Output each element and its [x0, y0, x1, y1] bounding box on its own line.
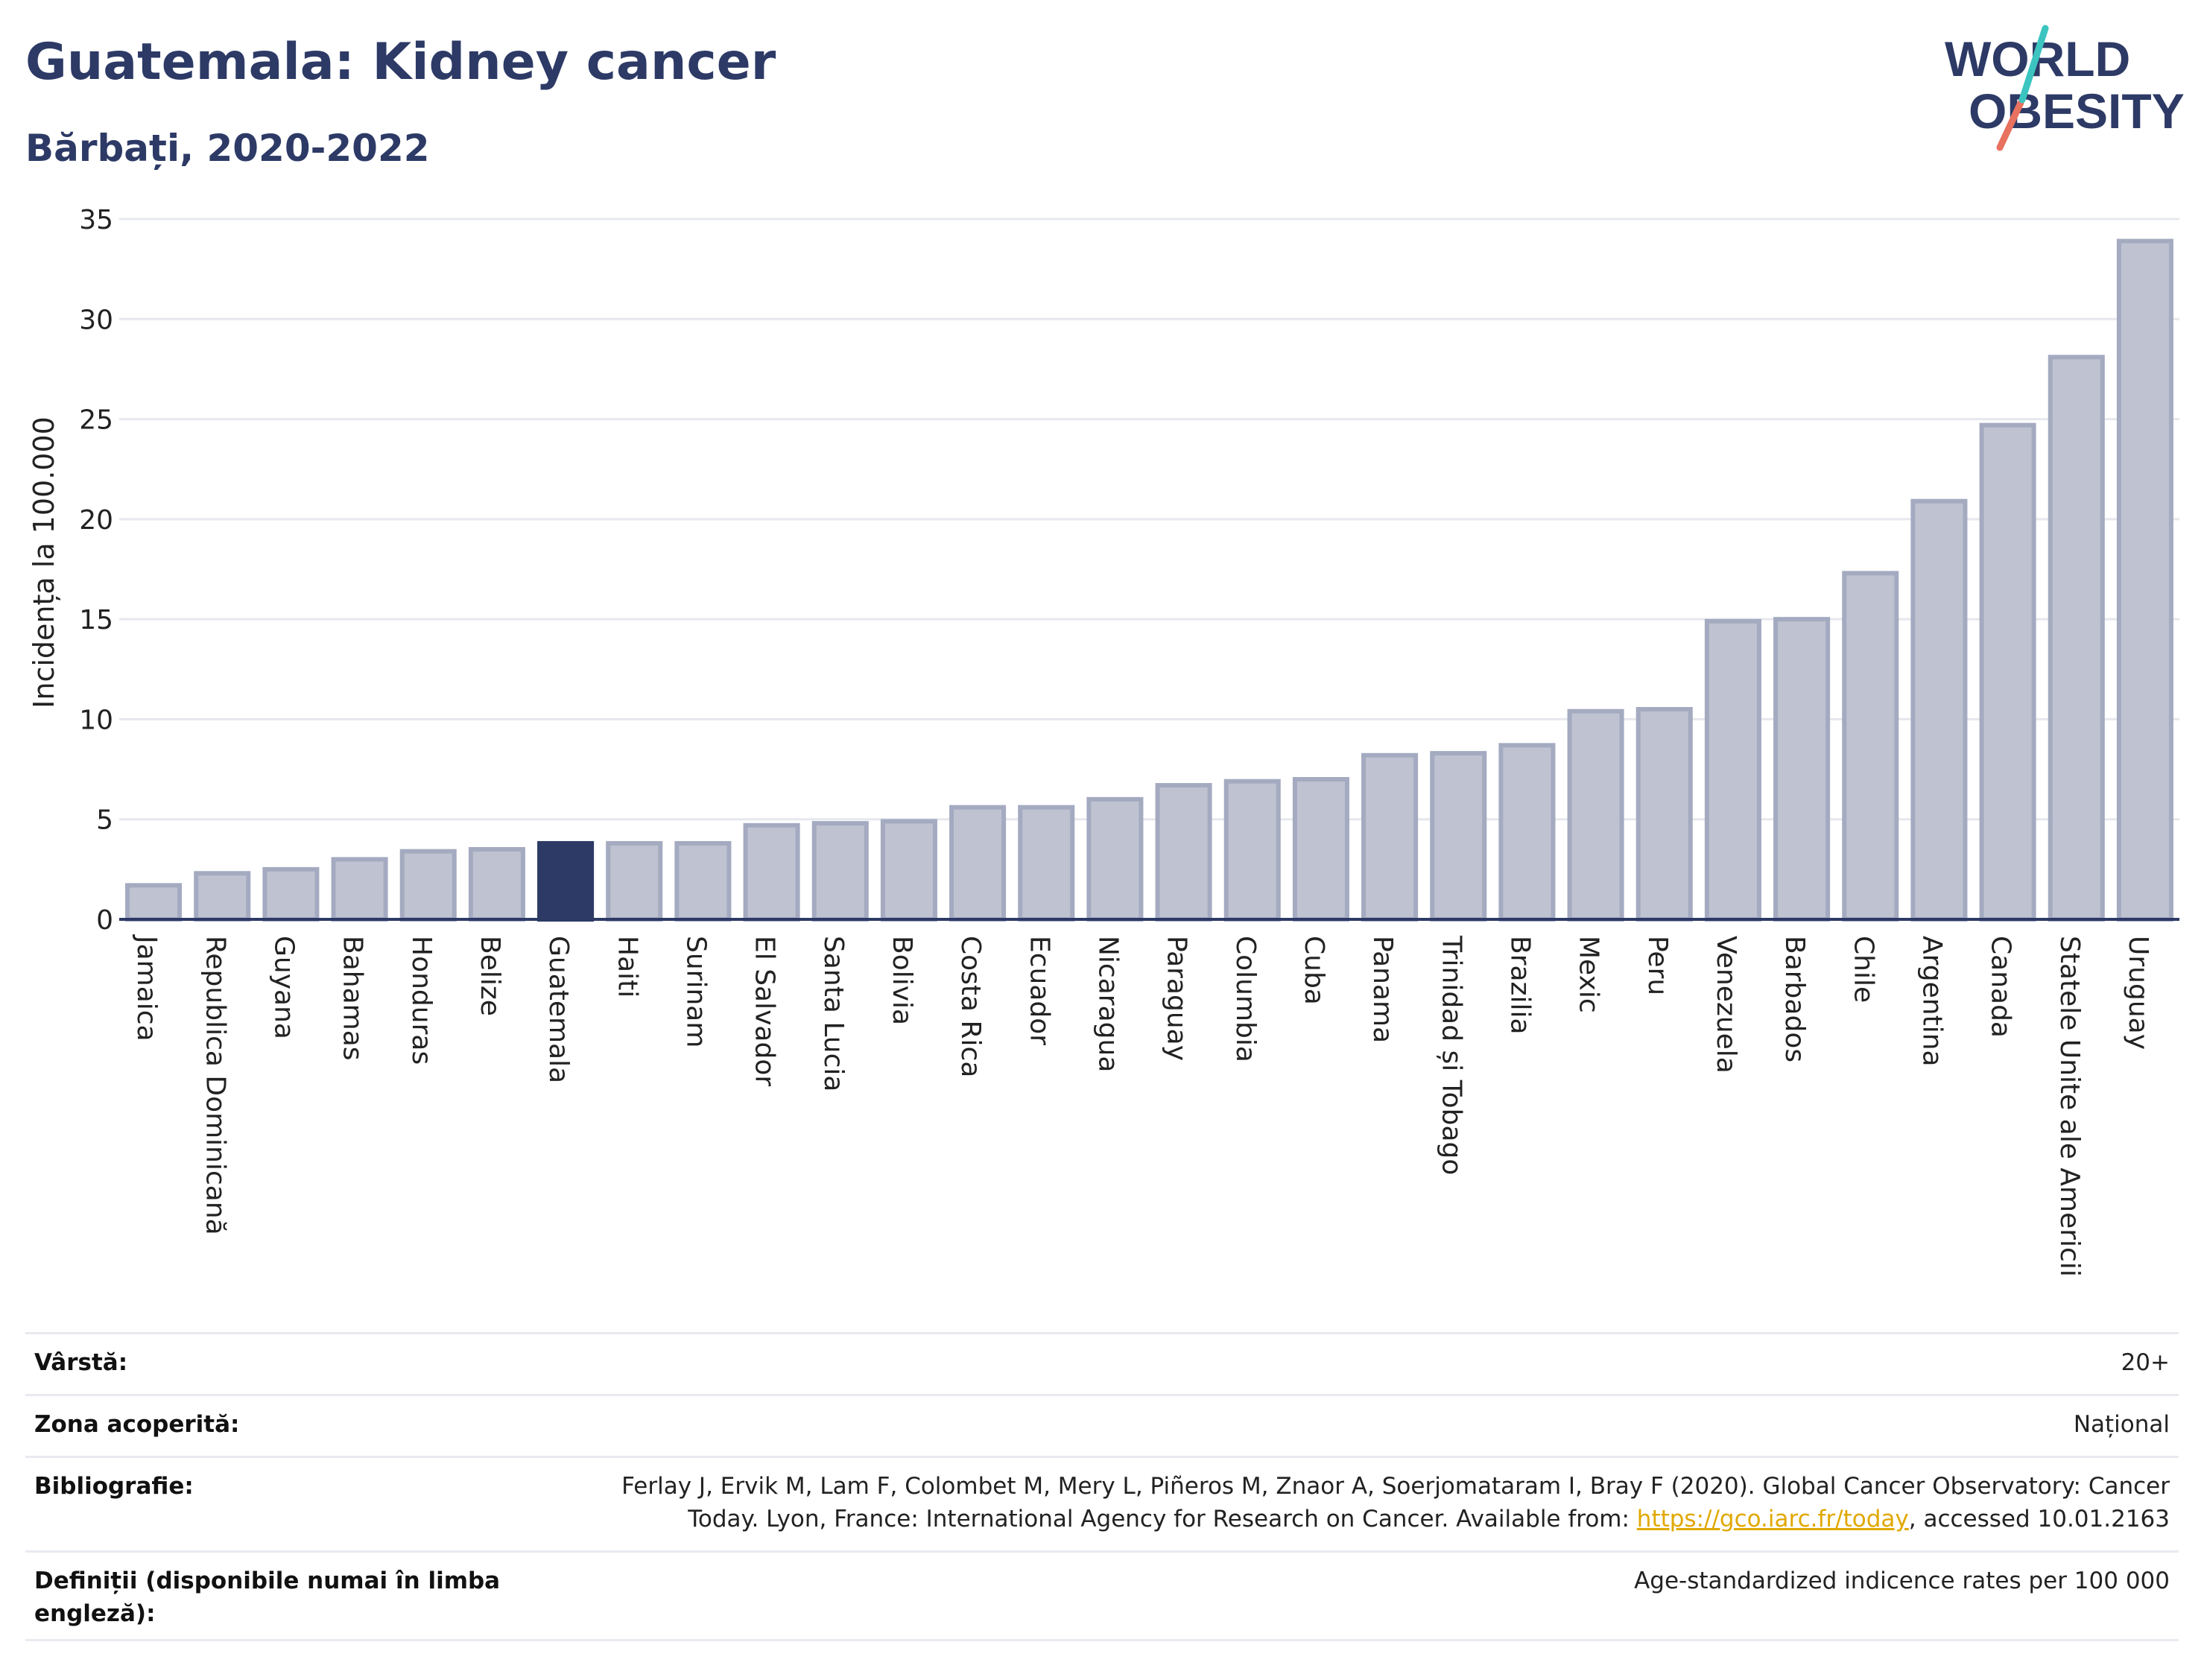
- logo-slash-red: [1996, 99, 2024, 151]
- info-value-coverage: Național: [2073, 1411, 2170, 1438]
- info-row-coverage: Zona acoperită: Național: [25, 1394, 2179, 1456]
- logo-line2: OBESITY: [1969, 83, 2185, 139]
- bar-surinam: [674, 840, 732, 922]
- y-tick-label: 30: [79, 305, 113, 335]
- x-tick-label: Haiti: [612, 936, 642, 998]
- info-value-age: 20+: [2121, 1349, 2170, 1376]
- bar-haiti: [606, 840, 663, 922]
- page-subtitle: Bărbați, 2020-2022: [25, 127, 430, 170]
- info-label-coverage: Zona acoperită:: [34, 1411, 240, 1438]
- info-table: Vârstă: 20+ Zona acoperită: Național Bib…: [25, 1332, 2179, 1645]
- x-tick-label: Guyana: [268, 936, 299, 1039]
- bibliography-line2-post: , accessed 10.01.2163: [1908, 1506, 2170, 1532]
- bar-mexic: [1567, 709, 1624, 922]
- x-tick-label: El Salvador: [750, 936, 780, 1086]
- bar-bolivia: [880, 819, 937, 922]
- y-axis-label: Incidența la 100.000: [28, 416, 60, 709]
- x-tick-label: Canada: [1986, 936, 2016, 1038]
- bibliography-line2: Today. Lyon, France: International Agenc…: [605, 1503, 2170, 1535]
- bar-trinidad-i-tobago: [1430, 751, 1487, 922]
- x-tick-label: Statele Unite ale Americii: [2054, 936, 2085, 1277]
- y-tick-label: 35: [79, 205, 113, 235]
- x-tick-label: Surinam: [680, 936, 711, 1047]
- x-tick-label: Barbados: [1779, 936, 1810, 1062]
- bar-panama: [1361, 752, 1419, 922]
- y-tick-label: 25: [79, 405, 113, 436]
- info-row-definitions: Definiții (disponibile numai în limba en…: [25, 1550, 2179, 1645]
- x-tick-label: Bolivia: [887, 936, 917, 1025]
- bar-republica-dominican-: [194, 871, 251, 922]
- x-tick-label: Ecuador: [1024, 936, 1054, 1045]
- info-row-age: Vârstă: 20+: [25, 1332, 2179, 1394]
- x-tick-label: Columbia: [1230, 936, 1261, 1062]
- bar-barbados: [1773, 617, 1831, 922]
- x-tick-label: Uruguay: [2123, 936, 2153, 1050]
- y-tick-label: 5: [96, 805, 113, 836]
- bar-venezuela: [1704, 618, 1761, 922]
- y-tick-label: 15: [79, 605, 113, 635]
- logo-slash-teal: [2018, 25, 2049, 104]
- bar-belize: [468, 847, 525, 922]
- x-tick-label: Honduras: [406, 936, 437, 1065]
- info-table-bottom-border: [25, 1639, 2179, 1641]
- x-tick-label: Guatemala: [543, 936, 574, 1083]
- bar-chart: 0 5 10 15 20 25 30 35 Jamaica Republica Dominica…: [28, 205, 2179, 1277]
- definitions-label-line2: engleză):: [34, 1600, 156, 1627]
- bar-el-salvador: [743, 822, 800, 922]
- x-tick-label: Trinidad și Tobago: [1436, 935, 1466, 1175]
- info-label-definitions: Definiții (disponibile numai în limba en…: [34, 1565, 511, 1630]
- info-label-bibliography: Bibliografie:: [34, 1473, 194, 1500]
- y-tick-label: 20: [79, 505, 113, 536]
- x-tick-label: Republica Dominicană: [200, 936, 230, 1235]
- bar-statele-unite-ale-americii: [2048, 355, 2105, 922]
- x-tick-label: Brazilia: [1504, 936, 1535, 1035]
- x-tick-label: Peru: [1642, 936, 1673, 995]
- x-tick-label: Argentina: [1916, 936, 1947, 1067]
- x-tick-label: Mexic: [1574, 936, 1604, 1013]
- y-tick-label: 10: [79, 705, 113, 735]
- bar-santa-lucia: [811, 821, 869, 922]
- bar-bahamas: [331, 857, 388, 922]
- info-value-definitions: Age-standardized indicence rates per 100…: [1634, 1568, 2170, 1594]
- bibliography-line2-pre: Today. Lyon, France: International Agenc…: [688, 1506, 1637, 1532]
- bar-nicaragua: [1086, 796, 1144, 922]
- bar-ecuador: [1018, 805, 1075, 922]
- x-tick-label: Belize: [475, 936, 505, 1016]
- bar-chile: [1842, 571, 1899, 922]
- x-tick-label: Chile: [1848, 936, 1878, 1003]
- x-tick-label: Nicaragua: [1092, 936, 1123, 1072]
- x-tick-label: Costa Rica: [955, 936, 986, 1077]
- x-tick-label: Santa Lucia: [818, 936, 849, 1091]
- x-tick-label: Panama: [1367, 936, 1398, 1043]
- y-tick-label: 0: [96, 905, 113, 936]
- definitions-label-line1: Definiții (disponibile numai în limba: [34, 1568, 501, 1594]
- x-tick-label: Paraguay: [1162, 936, 1192, 1061]
- bar-costa-rica: [949, 805, 1007, 922]
- bar-argentina: [1910, 498, 1968, 922]
- bar-paraguay: [1155, 783, 1212, 922]
- bar-jamaica: [125, 883, 183, 922]
- x-tick-label: Venezuela: [1711, 936, 1741, 1074]
- x-tick-label: Jamaica: [131, 934, 162, 1042]
- bar-honduras: [399, 849, 457, 922]
- bar-canada: [1979, 422, 2036, 922]
- bar-brazilia: [1498, 743, 1556, 922]
- bar-guatemala: [537, 840, 595, 922]
- bar-columbia: [1223, 779, 1281, 922]
- bar-guyana: [262, 866, 320, 922]
- page-title: Guatemala: Kidney cancer: [25, 33, 776, 92]
- info-label-age: Vârstă:: [34, 1349, 128, 1376]
- bar-uruguay: [2116, 238, 2173, 922]
- bar-cuba: [1292, 777, 1349, 922]
- bar-peru: [1635, 707, 1693, 922]
- world-obesity-logo: WORLD OBESITY: [1945, 25, 2185, 151]
- info-value-bibliography: Ferlay J, Ervik M, Lam F, Colombet M, Me…: [605, 1470, 2170, 1535]
- bibliography-line1: Ferlay J, Ervik M, Lam F, Colombet M, Me…: [621, 1473, 2170, 1500]
- info-row-bibliography: Bibliografie: Ferlay J, Ervik M, Lam F, …: [25, 1456, 2179, 1550]
- bibliography-link[interactable]: https://gco.iarc.fr/today: [1636, 1506, 1909, 1532]
- x-tick-label: Bahamas: [338, 936, 368, 1061]
- x-tick-label: Cuba: [1299, 936, 1329, 1005]
